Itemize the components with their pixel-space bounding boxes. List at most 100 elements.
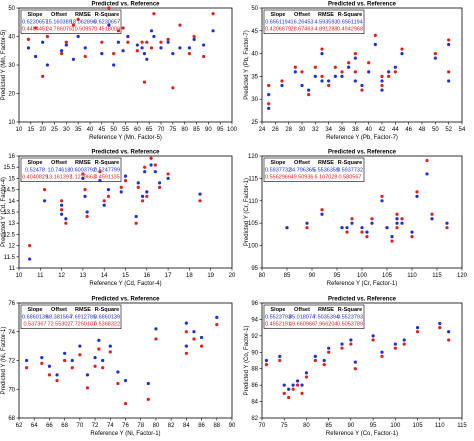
chart-panel: Predicted vs. Reference 80 85 90 95 100 105 110… (244, 150, 468, 288)
stats-header: Slope (271, 160, 286, 166)
red-point (360, 230, 364, 234)
blue-point (215, 315, 219, 319)
red-point (85, 386, 90, 390)
blue-point (116, 40, 120, 44)
stats-header: Offset (294, 307, 310, 313)
blue-point (278, 354, 282, 358)
blue-series (285, 172, 449, 239)
x-tick-label: 75 (169, 127, 176, 133)
red-point (184, 351, 188, 355)
red-point (192, 337, 196, 341)
y-tick-label: 20 (8, 92, 15, 98)
blue-point (184, 344, 188, 348)
x-tick-label: 44 (392, 127, 399, 133)
stats-validation-value: 13.161397 (46, 175, 72, 181)
red-point (100, 40, 104, 44)
y-axis-label: Predicted Y (Cr, Factor-1) (244, 178, 250, 246)
x-tick-label: 45 (98, 127, 105, 133)
blue-point (415, 326, 420, 330)
x-tick-label: 10 (16, 127, 23, 133)
blue-point (166, 176, 170, 180)
red-point (42, 188, 47, 192)
x-tick-label: 48 (419, 127, 426, 133)
stats-header: Slope (271, 307, 286, 313)
blue-point (123, 174, 128, 178)
red-point (320, 208, 324, 212)
y-tick-label: 11 (9, 266, 16, 272)
y-tick-label: 50 (8, 6, 15, 12)
red-point (353, 70, 357, 74)
red-point (33, 26, 38, 30)
blue-point (199, 335, 204, 340)
red-point (101, 366, 105, 370)
chart-title: Predicted vs. Reference (328, 2, 397, 8)
red-point (192, 34, 196, 39)
blue-point (360, 83, 364, 88)
blue-point (433, 56, 437, 60)
blue-point (143, 170, 147, 174)
red-point (293, 65, 297, 69)
red-point (106, 194, 111, 198)
x-tick-label: 70 (77, 423, 84, 429)
x-tick-label: 88 (213, 423, 220, 429)
stats-validation-value: 10.50957 (72, 27, 95, 33)
blue-point (157, 181, 162, 185)
y-tick-label: 90 (251, 350, 258, 356)
stats-header: R-Square (338, 307, 362, 313)
chart-panel: Predicted vs. Reference 70 75 80 85 90 95 100 10… (244, 297, 467, 438)
red-point (447, 338, 451, 342)
stats-box (20, 304, 122, 329)
y-tick-label: 72 (8, 359, 15, 365)
y-tick-label: 86 (251, 383, 258, 389)
red-point (108, 350, 112, 354)
x-tick-label: 40 (365, 127, 372, 133)
blue-point (347, 65, 351, 69)
red-point (393, 70, 397, 74)
blue-point (166, 40, 170, 44)
x-tick-label: 76 (122, 423, 129, 429)
red-point (307, 93, 311, 97)
stats-calibration-value: 0.6561194 (337, 19, 363, 25)
blue-point (28, 257, 32, 261)
y-tick-label: 95 (251, 266, 258, 272)
red-point (278, 358, 282, 363)
y-axis-label: Predicted Y (Pb, Factor-7) (244, 30, 250, 99)
y-tick-label: 16 (8, 154, 15, 160)
blue-point (340, 342, 344, 346)
stats-header: RMSE (318, 12, 334, 18)
red-point (402, 342, 406, 346)
red-point (430, 212, 434, 216)
stats-validation-value: 0.4206679 (265, 27, 291, 33)
red-point (400, 217, 404, 221)
blue-point (106, 188, 111, 192)
blue-point (134, 214, 138, 219)
red-point (140, 199, 145, 203)
blue-point (76, 34, 80, 39)
red-point (145, 40, 149, 44)
stats-calibration-value: 10.74618 (48, 167, 71, 173)
y-tick-label: 70 (8, 387, 15, 393)
x-tick-label: 120 (457, 273, 468, 279)
red-point (264, 363, 269, 367)
y-axis-label: Predicted Y (Mn, Factor-5) (1, 30, 7, 100)
red-point (282, 391, 286, 395)
x-tick-label: 65 (146, 127, 153, 133)
blue-point (322, 358, 326, 363)
stats-header: RMSE (318, 307, 334, 313)
x-tick-label: 30 (299, 127, 306, 133)
blue-point (304, 371, 309, 375)
blue-point (154, 327, 158, 331)
blue-point (365, 230, 369, 234)
red-point (26, 37, 31, 41)
blue-point (83, 46, 87, 50)
red-series (264, 326, 451, 400)
stats-calibration-value: 34.796365 (289, 167, 315, 173)
red-point (64, 40, 68, 44)
y-tick-label: 50 (251, 6, 258, 12)
blue-point (445, 221, 449, 225)
y-tick-label: 94 (251, 317, 258, 323)
stats-calibration-value: 0.6230657 (94, 19, 120, 25)
red-series (267, 33, 451, 106)
red-point (97, 347, 101, 351)
blue-point (64, 217, 68, 221)
